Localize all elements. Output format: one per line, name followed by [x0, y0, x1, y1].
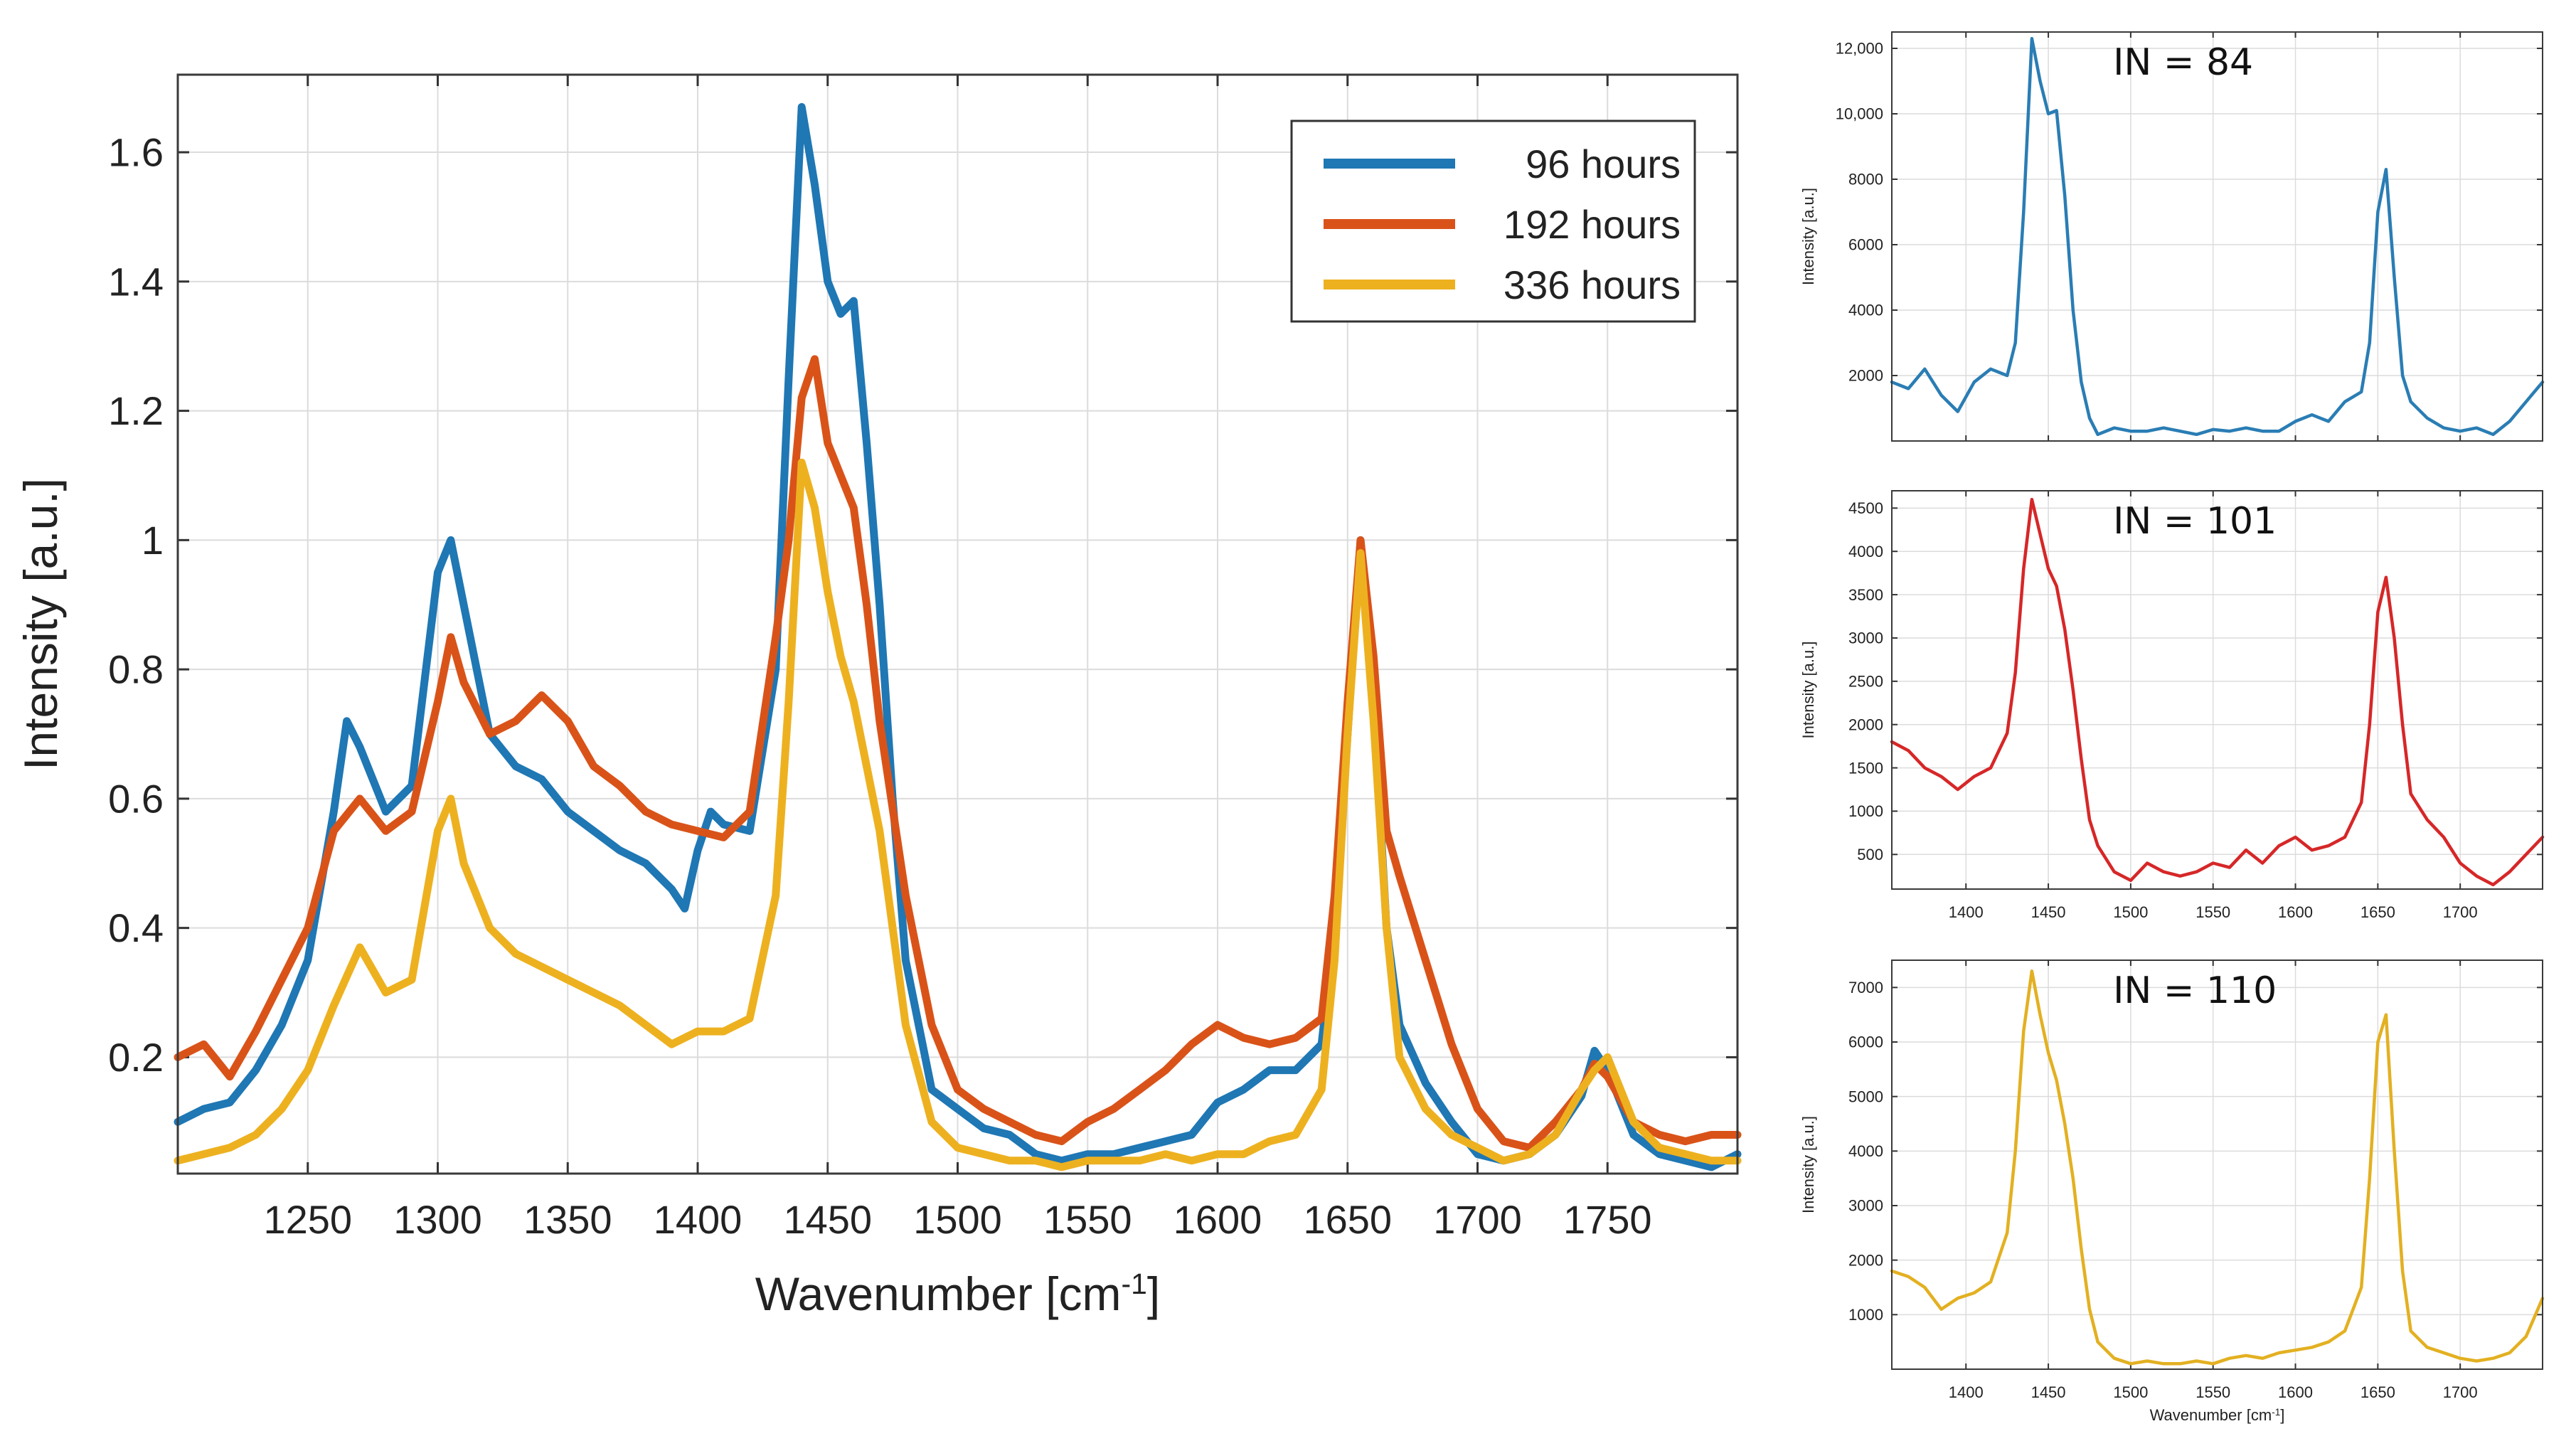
in101-y-tick-label-2000: 2000 [1848, 716, 1883, 733]
in110-y-tick-label-7000: 7000 [1848, 979, 1883, 996]
main-x-axis-label: Wavenumber [cm-1] [755, 1267, 1160, 1320]
in101-axes-frame [1891, 490, 2543, 890]
inset-spectrum-in-110: 1000 2000 3000 4000 5000 6000 7000 1400 1450 1500… [1799, 959, 2545, 1424]
main-x-tick-label-1350: 1350 [523, 1197, 612, 1242]
in84-y-tick-label-10000: 10,000 [1836, 105, 1883, 123]
main-x-tick-label-1250: 1250 [263, 1197, 352, 1242]
in84-series-line-in-84 [1890, 36, 2545, 437]
in84-y-tick-label-8000: 8000 [1848, 171, 1883, 188]
legend-label-96-hours: 96 hours [1526, 142, 1681, 186]
main-series-line-336-hours [174, 458, 1742, 1171]
main-y-tick-label-0-6: 0.6 [108, 776, 164, 821]
in101-x-tick-label-1400: 1400 [1949, 903, 1984, 921]
in101-x-tick-label-1450: 1450 [2031, 903, 2066, 921]
in101-x-tick-label-1500: 1500 [2113, 903, 2148, 921]
in110-y-tick-label-1000: 1000 [1848, 1306, 1883, 1324]
in110-x-tick-label-1400: 1400 [1949, 1383, 1984, 1401]
in101-y-tick-label-4000: 4000 [1848, 543, 1883, 560]
in101-y-tick-label-4500: 4500 [1848, 499, 1883, 517]
main-x-tick-label-1550: 1550 [1043, 1197, 1132, 1242]
in110-x-tick-label-1550: 1550 [2196, 1383, 2230, 1401]
in110-y-tick-label-5000: 5000 [1848, 1088, 1883, 1105]
main-y-tick-label-0-4: 0.4 [108, 905, 164, 950]
in101-y-tick-label-3000: 3000 [1848, 629, 1883, 647]
in110-y-tick-label-4000: 4000 [1848, 1142, 1883, 1160]
in110-annotation-label: IN = 110 [2113, 969, 2277, 1012]
in110-y-tick-label-6000: 6000 [1848, 1033, 1883, 1051]
legend-label-192-hours: 192 hours [1503, 202, 1681, 247]
in84-y-tick-label-4000: 4000 [1848, 302, 1883, 319]
in84-annotation-label: IN = 84 [2113, 41, 2253, 84]
in110-x-tick-label-1500: 1500 [2113, 1383, 2148, 1401]
in110-series-line-in-110 [1890, 969, 2545, 1366]
in110-x-axis-label: Wavenumber [cm-1] [2150, 1406, 2285, 1424]
in101-y-axis-label: Intensity [a.u.] [1799, 642, 1817, 739]
main-y-tick-label-1-2: 1.2 [108, 388, 164, 433]
in84-axes-frame [1891, 31, 2543, 442]
in101-y-tick-label-1500: 1500 [1848, 759, 1883, 777]
in110-x-tick-label-1450: 1450 [2031, 1383, 2066, 1401]
in101-annotation-label: IN = 101 [2113, 500, 2277, 543]
inset-spectrum-in-101: 500 1000 1500 2000 2500 3000 3500 4000 4500 1400 1… [1799, 490, 2545, 921]
in84-y-tick-label-12000: 12,000 [1836, 40, 1883, 58]
in110-x-tick-label-1700: 1700 [2443, 1383, 2478, 1401]
in110-x-tick-label-1600: 1600 [2278, 1383, 2313, 1401]
main-x-tick-label-1500: 1500 [913, 1197, 1002, 1242]
in101-x-tick-label-1600: 1600 [2278, 903, 2313, 921]
in101-y-tick-label-1000: 1000 [1848, 802, 1883, 820]
main-x-tick-label-1600: 1600 [1173, 1197, 1262, 1242]
main-axes-frame [176, 73, 1739, 1175]
main-series-line-192-hours [174, 355, 1742, 1152]
in101-y-tick-label-500: 500 [1857, 846, 1883, 863]
in101-y-tick-label-2500: 2500 [1848, 673, 1883, 691]
inset-spectrum-in-84: 2000 4000 6000 8000 10,000 12,000 Intensity [a… [1799, 31, 2545, 442]
main-x-tick-label-1750: 1750 [1563, 1197, 1652, 1242]
main-y-tick-label-0-2: 0.2 [108, 1035, 164, 1080]
in110-y-tick-label-2000: 2000 [1848, 1251, 1883, 1269]
main-y-tick-label-1: 1 [142, 518, 164, 563]
main-x-tick-label-1300: 1300 [393, 1197, 482, 1242]
in101-x-tick-label-1550: 1550 [2196, 903, 2230, 921]
in84-y-tick-label-6000: 6000 [1848, 236, 1883, 254]
in101-y-tick-label-3500: 3500 [1848, 586, 1883, 604]
main-y-tick-label-1-4: 1.4 [108, 259, 164, 304]
in101-x-tick-label-1700: 1700 [2443, 903, 2478, 921]
main-x-tick-label-1400: 1400 [654, 1197, 743, 1242]
main-y-tick-label-1-6: 1.6 [108, 130, 164, 175]
in84-y-tick-label-2000: 2000 [1848, 367, 1883, 385]
main-y-tick-label-0-8: 0.8 [108, 647, 164, 692]
in110-y-tick-label-3000: 3000 [1848, 1197, 1883, 1215]
in110-plot-area [1892, 960, 2543, 1369]
in110-y-axis-label: Intensity [a.u.] [1799, 1116, 1817, 1213]
in101-x-tick-label-1650: 1650 [2361, 903, 2395, 921]
in110-axes-frame [1891, 959, 2543, 1370]
in84-y-axis-label: Intensity [a.u.] [1799, 188, 1817, 285]
in101-plot-area [1892, 491, 2543, 889]
main-x-tick-label-1450: 1450 [783, 1197, 872, 1242]
main-x-tick-label-1700: 1700 [1433, 1197, 1522, 1242]
in84-plot-area [1892, 32, 2543, 441]
in110-x-tick-label-1650: 1650 [2361, 1383, 2395, 1401]
main-series-line-96-hours [174, 102, 1742, 1171]
main-y-axis-label: Intensity [a.u.] [14, 478, 67, 770]
main-x-tick-label-1650: 1650 [1303, 1197, 1392, 1242]
legend-label-336-hours: 336 hours [1503, 262, 1681, 307]
main-chart-legend: 96 hours 192 hours 336 hours [1290, 119, 1696, 323]
in101-series-line-in-101 [1890, 497, 2545, 887]
